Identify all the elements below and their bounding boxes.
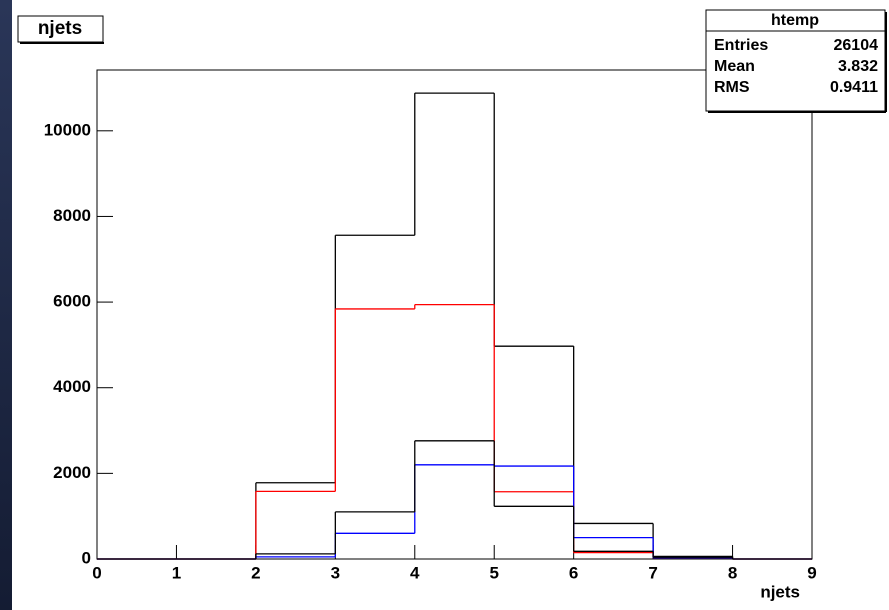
x-tick-label: 7 xyxy=(648,563,657,582)
stats-title: htemp xyxy=(771,12,819,29)
stats-value: 26104 xyxy=(834,37,879,54)
x-tick-label: 1 xyxy=(172,563,181,582)
stats-box xyxy=(705,9,886,112)
y-tick-label: 4000 xyxy=(53,377,91,396)
y-tick-label: 8000 xyxy=(53,206,91,225)
stats-label: Mean xyxy=(714,58,755,75)
x-tick-label: 9 xyxy=(807,563,816,582)
x-tick-label: 5 xyxy=(489,563,498,582)
y-tick-label: 2000 xyxy=(53,463,91,482)
x-tick-label: 6 xyxy=(569,563,578,582)
chart-title: njets xyxy=(38,18,82,39)
x-tick-label: 4 xyxy=(410,563,420,582)
x-axis-label: njets xyxy=(760,582,800,601)
stats-value: 3.832 xyxy=(838,58,878,75)
y-tick-label: 0 xyxy=(82,548,91,567)
x-tick-label: 2 xyxy=(251,563,260,582)
x-tick-label: 0 xyxy=(92,563,101,582)
y-tick-label: 6000 xyxy=(53,292,91,311)
x-tick-label: 3 xyxy=(331,563,340,582)
stats-label: RMS xyxy=(714,79,750,96)
frame xyxy=(96,69,813,560)
stats-value: 0.9411 xyxy=(830,79,878,96)
y-tick-label: 10000 xyxy=(44,120,91,139)
x-tick-label: 8 xyxy=(728,563,737,582)
title-box xyxy=(17,15,104,43)
stats-label: Entries xyxy=(714,37,768,54)
